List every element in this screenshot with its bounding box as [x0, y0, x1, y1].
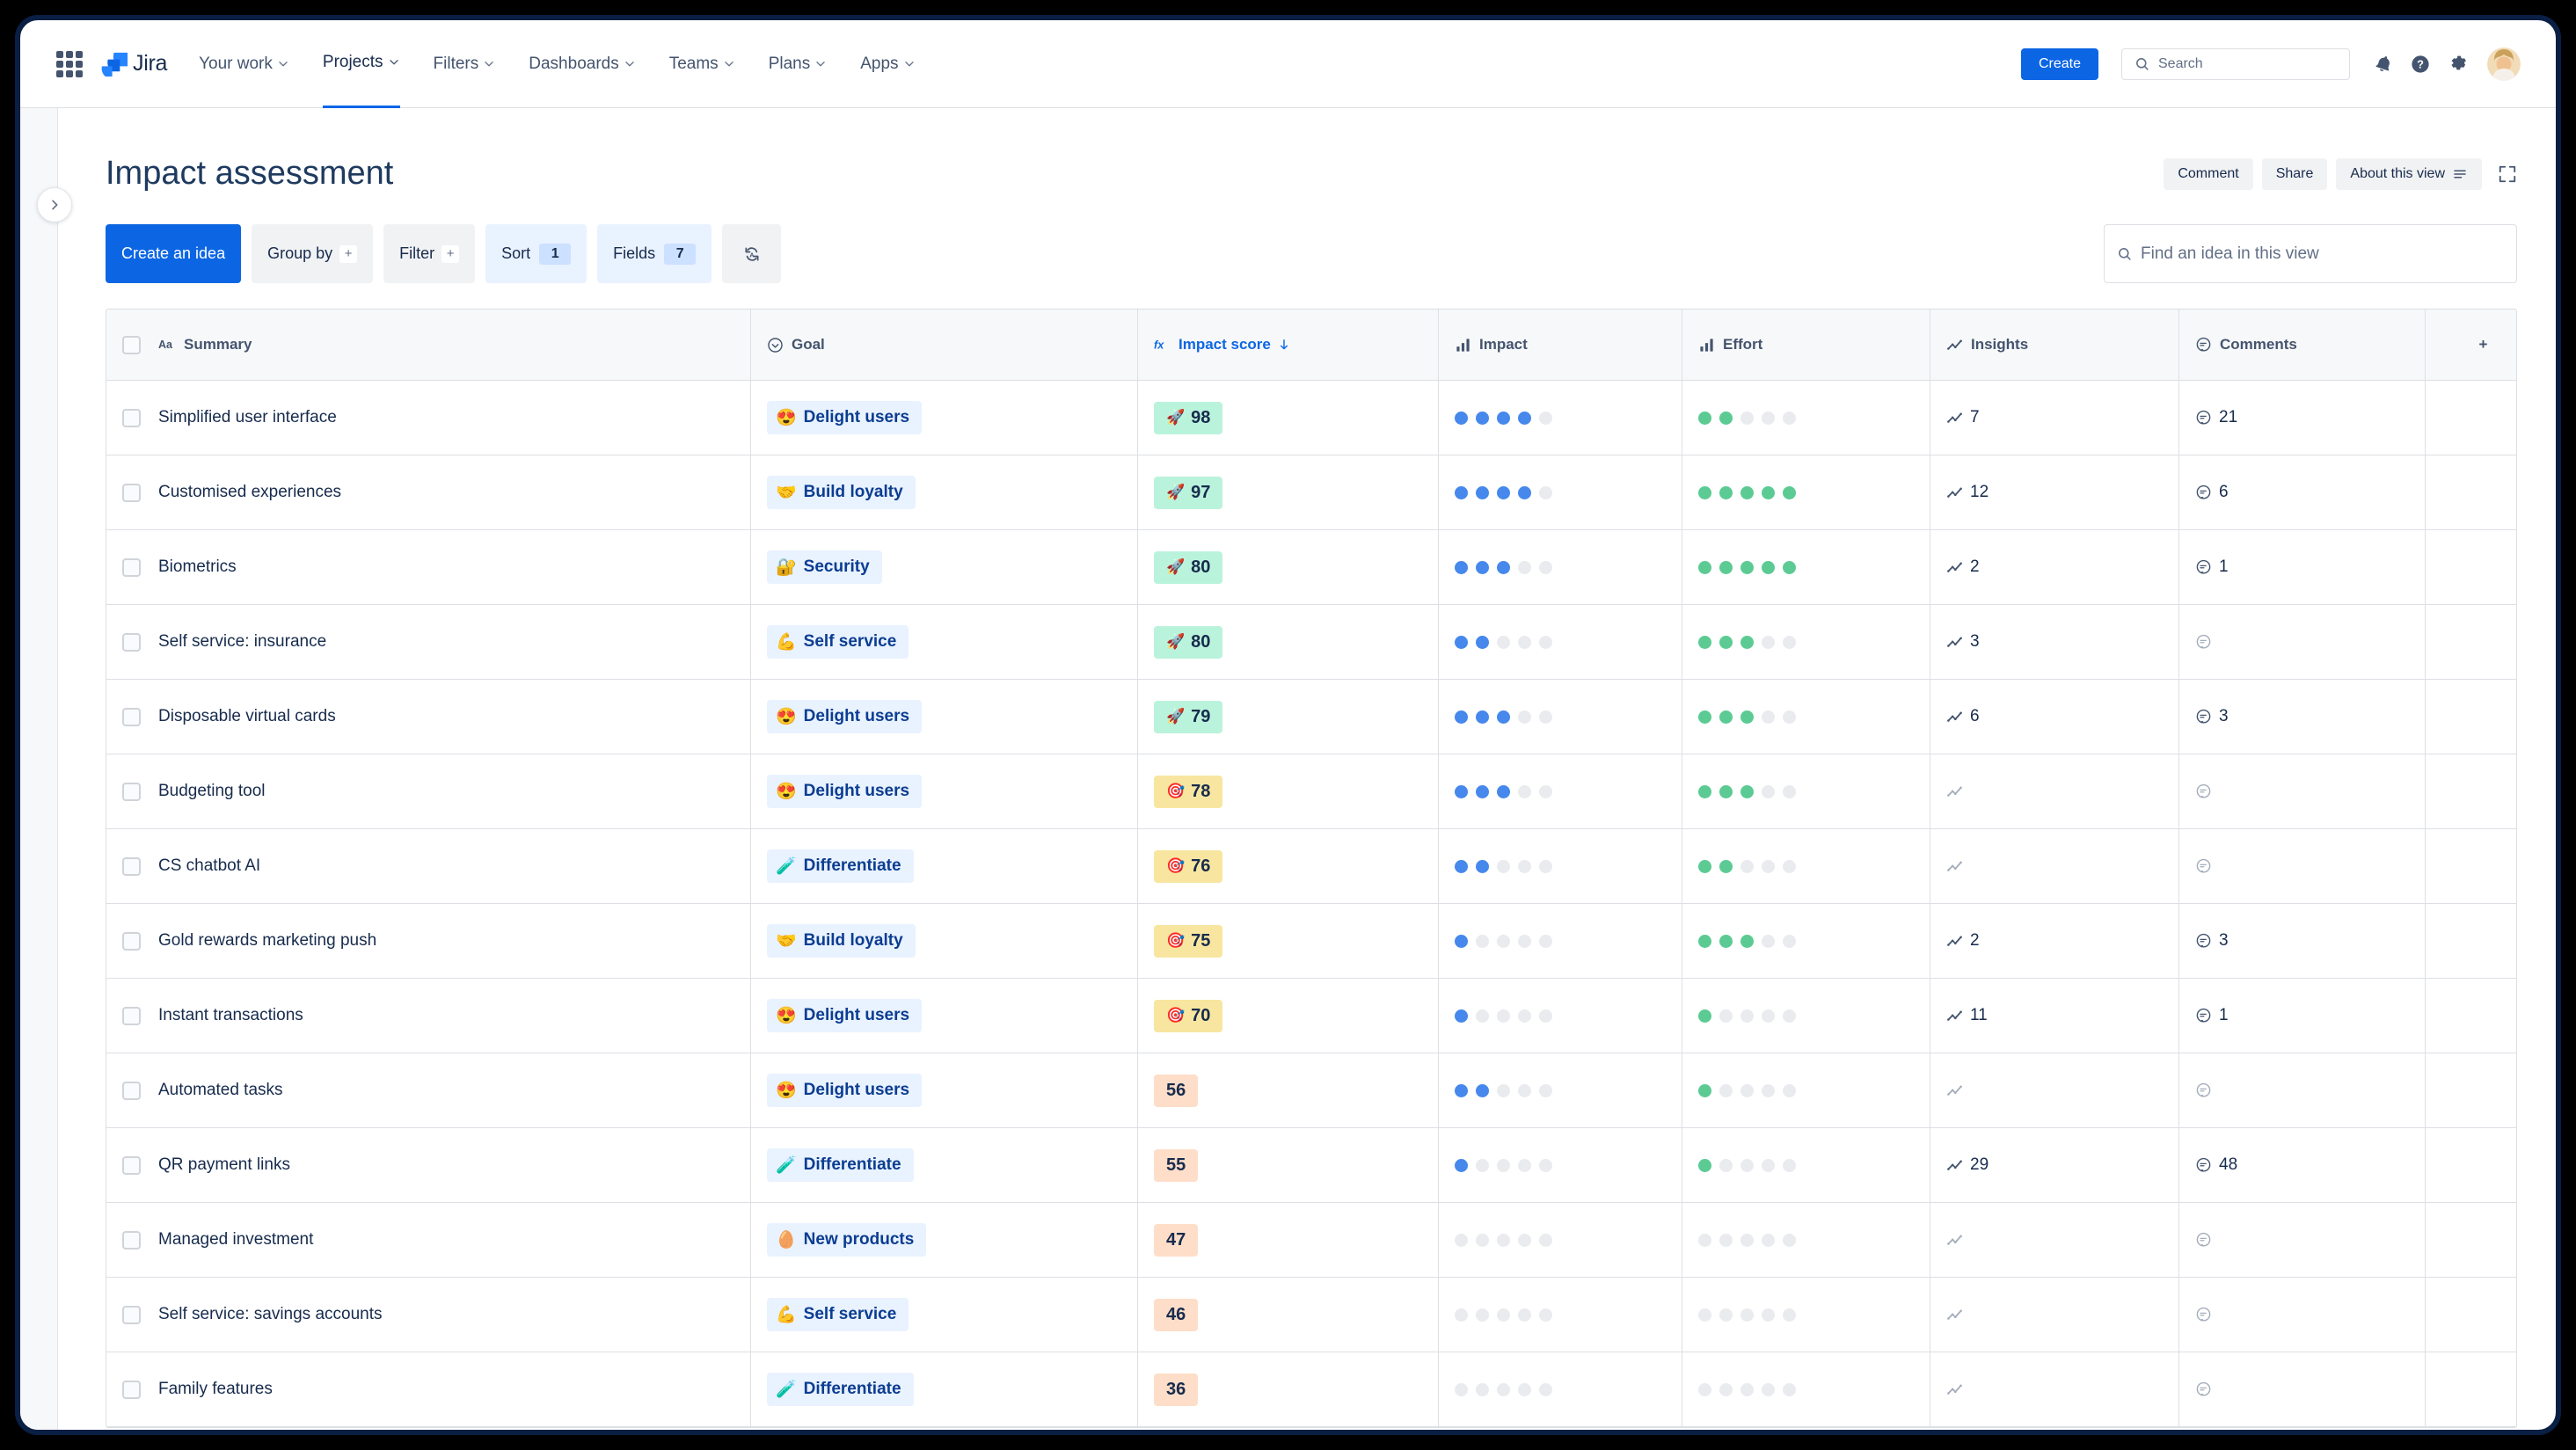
- svg-text:Aa: Aa: [158, 339, 173, 351]
- svg-text:?: ?: [2417, 57, 2424, 70]
- svg-text:fx: fx: [1154, 339, 1164, 351]
- svg-text:A: A: [749, 251, 755, 259]
